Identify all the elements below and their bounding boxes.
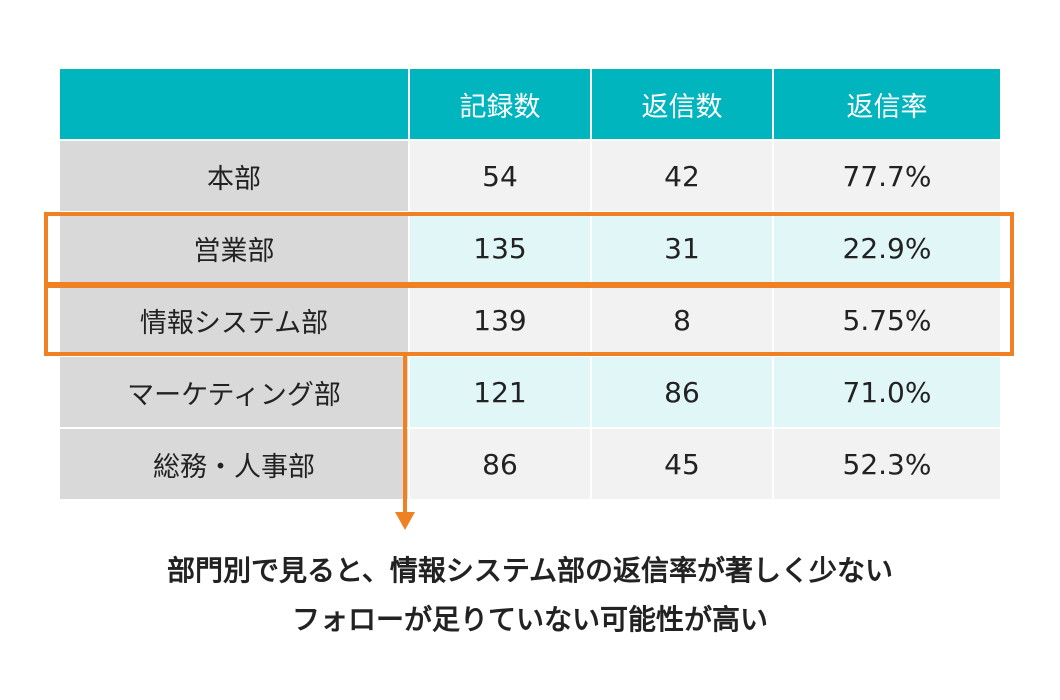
replies-count: 42	[592, 141, 774, 213]
reply-rate: 22.9%	[774, 213, 1000, 285]
header-replies: 返信数	[592, 69, 774, 141]
records-count: 121	[410, 357, 592, 429]
reply-rate: 52.3%	[774, 429, 1000, 501]
arrow-down-icon	[395, 512, 415, 530]
table-row: 情報システム部 139 8 5.75%	[60, 285, 1000, 357]
department-name: 営業部	[60, 213, 410, 285]
reply-rate: 77.7%	[774, 141, 1000, 213]
caption-line-2: フォローが足りていない可能性が高い	[291, 603, 768, 636]
records-count: 54	[410, 141, 592, 213]
header-reply-rate: 返信率	[774, 69, 1000, 141]
replies-count: 31	[592, 213, 774, 285]
table-header-row: 記録数 返信数 返信率	[60, 69, 1000, 141]
department-name: 情報システム部	[60, 285, 410, 357]
department-stats-table: 記録数 返信数 返信率 本部 54 42 77.7% 営業部 135 31 22…	[60, 69, 1000, 501]
header-records: 記録数	[410, 69, 592, 141]
department-name: マーケティング部	[60, 357, 410, 429]
department-name: 総務・人事部	[60, 429, 410, 501]
table-row: 本部 54 42 77.7%	[60, 141, 1000, 213]
header-department	[60, 69, 410, 141]
table-row: 総務・人事部 86 45 52.3%	[60, 429, 1000, 501]
table-row: 営業部 135 31 22.9%	[60, 213, 1000, 285]
records-count: 86	[410, 429, 592, 501]
reply-rate: 71.0%	[774, 357, 1000, 429]
department-name: 本部	[60, 141, 410, 213]
replies-count: 8	[592, 285, 774, 357]
highlight-box-it	[44, 284, 1014, 356]
highlight-box-sales	[44, 212, 1014, 286]
table-row: マーケティング部 121 86 71.0%	[60, 357, 1000, 429]
caption-line-1: 部門別で見ると、情報システム部の返信率が著しく少ない	[166, 554, 894, 587]
reply-rate: 5.75%	[774, 285, 1000, 357]
arrow-down-line	[403, 354, 407, 514]
replies-count: 86	[592, 357, 774, 429]
replies-count: 45	[592, 429, 774, 501]
records-count: 139	[410, 285, 592, 357]
